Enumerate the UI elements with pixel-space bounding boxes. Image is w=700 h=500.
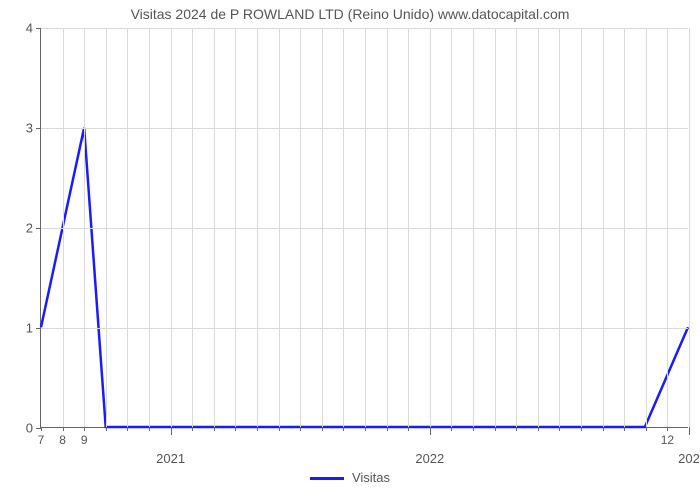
gridline-vertical bbox=[63, 28, 64, 427]
x-tick-mark bbox=[495, 427, 496, 431]
x-tick-mark bbox=[235, 427, 236, 431]
gridline-vertical bbox=[430, 28, 431, 427]
gridline-vertical bbox=[235, 28, 236, 427]
x-tick-label-minor: 12 bbox=[661, 427, 674, 447]
chart-legend: Visitas bbox=[0, 470, 700, 485]
y-tick-mark bbox=[36, 328, 41, 329]
gridline-vertical bbox=[387, 28, 388, 427]
gridline-vertical bbox=[667, 28, 668, 427]
gridline-vertical bbox=[365, 28, 366, 427]
x-tick-mark bbox=[451, 427, 452, 431]
legend-swatch bbox=[310, 477, 344, 480]
gridline-vertical bbox=[192, 28, 193, 427]
x-tick-mark bbox=[538, 427, 539, 431]
x-tick-mark bbox=[408, 427, 409, 431]
x-tick-mark bbox=[387, 427, 388, 431]
x-tick-mark bbox=[343, 427, 344, 431]
gridline-vertical bbox=[84, 28, 85, 427]
gridline-vertical bbox=[473, 28, 474, 427]
gridline-vertical bbox=[581, 28, 582, 427]
x-tick-label-major: 2022 bbox=[415, 427, 444, 466]
gridline-vertical bbox=[516, 28, 517, 427]
gridline-vertical bbox=[127, 28, 128, 427]
gridline-vertical bbox=[495, 28, 496, 427]
gridline-vertical bbox=[257, 28, 258, 427]
gridline-vertical bbox=[624, 28, 625, 427]
chart-plot-area: 012347891220212022202 bbox=[40, 28, 688, 428]
x-tick-label-major: 202 bbox=[678, 427, 700, 466]
x-tick-mark bbox=[624, 427, 625, 431]
legend-label: Visitas bbox=[352, 470, 390, 485]
x-tick-mark bbox=[322, 427, 323, 431]
x-tick-label-minor: 9 bbox=[81, 427, 88, 447]
x-tick-mark bbox=[192, 427, 193, 431]
y-tick-mark bbox=[36, 128, 41, 129]
gridline-vertical bbox=[106, 28, 107, 427]
x-tick-mark bbox=[106, 427, 107, 431]
x-tick-mark bbox=[473, 427, 474, 431]
x-tick-mark bbox=[214, 427, 215, 431]
gridline-vertical bbox=[538, 28, 539, 427]
gridline-vertical bbox=[300, 28, 301, 427]
gridline-vertical bbox=[689, 28, 690, 427]
gridline-vertical bbox=[279, 28, 280, 427]
x-tick-mark bbox=[646, 427, 647, 431]
x-tick-mark bbox=[149, 427, 150, 431]
x-tick-mark bbox=[279, 427, 280, 431]
y-tick-mark bbox=[36, 28, 41, 29]
gridline-vertical bbox=[171, 28, 172, 427]
gridline-vertical bbox=[322, 28, 323, 427]
gridline-vertical bbox=[149, 28, 150, 427]
y-tick-mark bbox=[36, 228, 41, 229]
gridline-vertical bbox=[343, 28, 344, 427]
x-tick-label-minor: 8 bbox=[59, 427, 66, 447]
x-tick-mark bbox=[257, 427, 258, 431]
x-tick-mark bbox=[127, 427, 128, 431]
chart-title: Visitas 2024 de P ROWLAND LTD (Reino Uni… bbox=[0, 6, 700, 22]
x-tick-mark bbox=[365, 427, 366, 431]
x-tick-label-major: 2021 bbox=[156, 427, 185, 466]
gridline-vertical bbox=[451, 28, 452, 427]
gridline-vertical bbox=[559, 28, 560, 427]
gridline-vertical bbox=[646, 28, 647, 427]
x-tick-mark bbox=[603, 427, 604, 431]
gridline-vertical bbox=[408, 28, 409, 427]
gridline-vertical bbox=[603, 28, 604, 427]
x-tick-mark bbox=[516, 427, 517, 431]
x-tick-label-minor: 7 bbox=[38, 427, 45, 447]
x-tick-mark bbox=[581, 427, 582, 431]
x-tick-mark bbox=[300, 427, 301, 431]
x-tick-mark bbox=[559, 427, 560, 431]
gridline-vertical bbox=[214, 28, 215, 427]
